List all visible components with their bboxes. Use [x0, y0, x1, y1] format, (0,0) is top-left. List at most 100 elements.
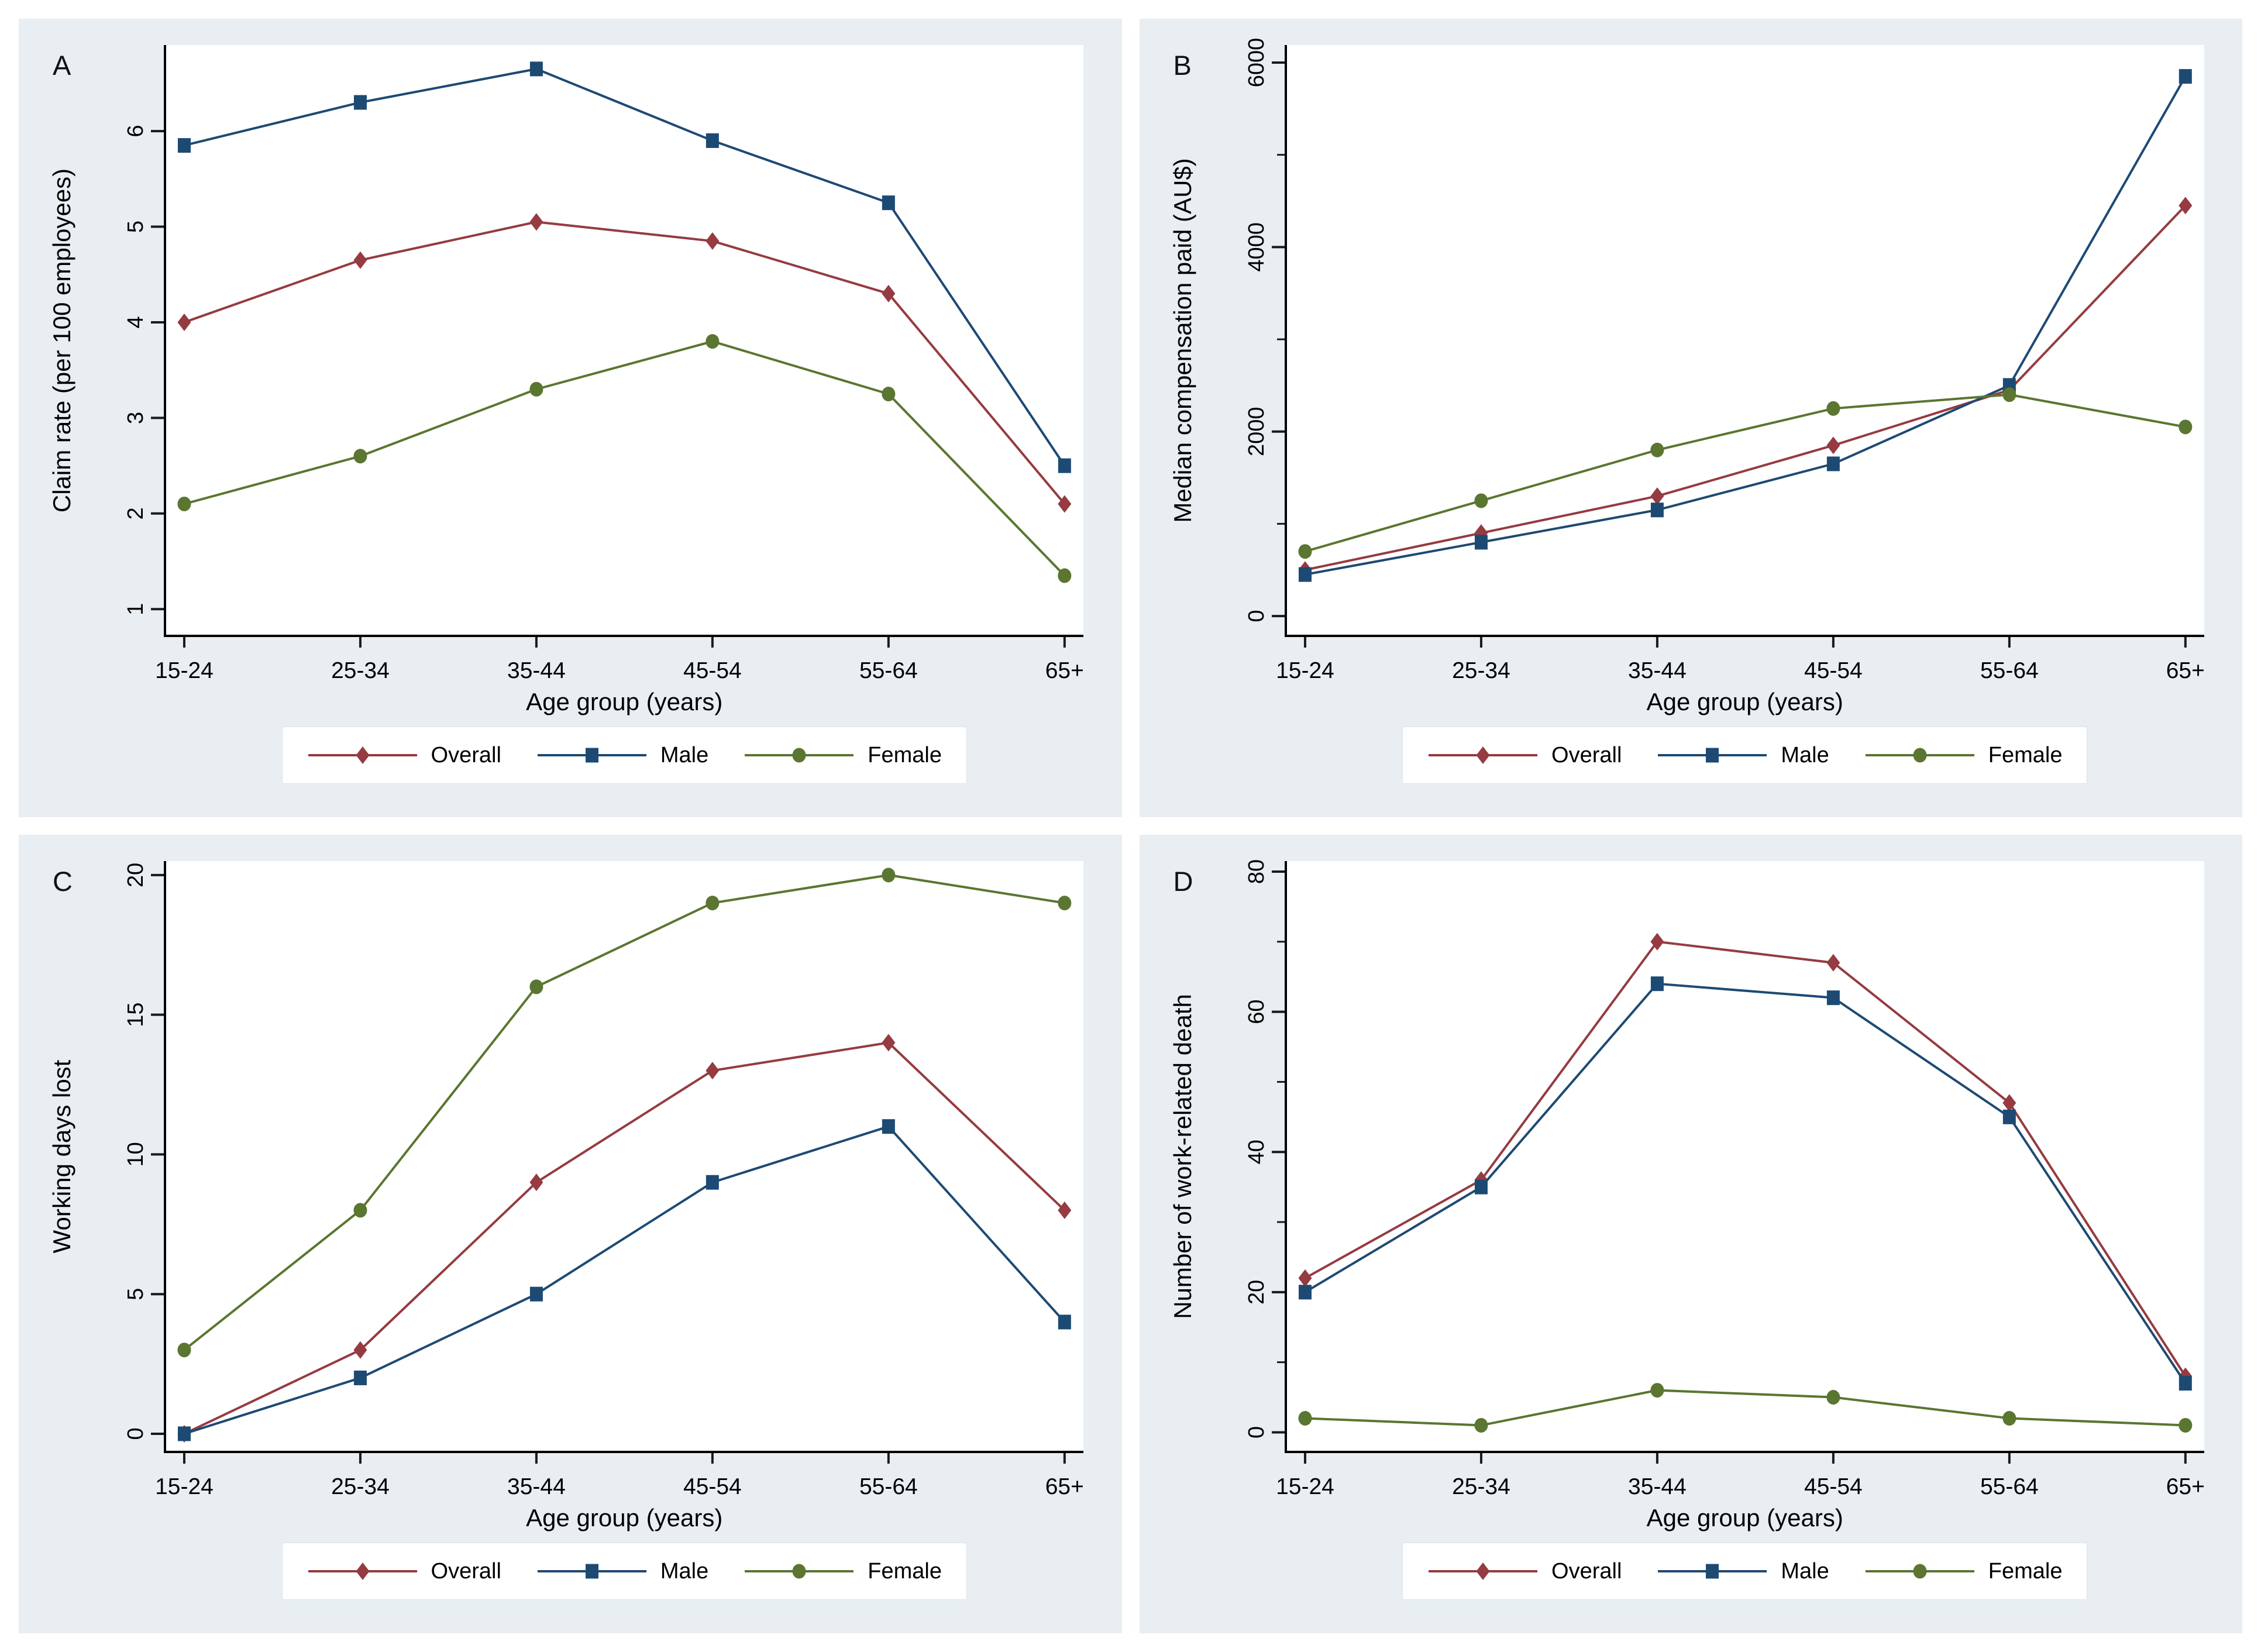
- legend-item-male: Male: [1657, 739, 1829, 772]
- legend-label-male: Male: [660, 742, 709, 768]
- overall-diamond-marker-icon: [1429, 1562, 1538, 1580]
- legend-box: Overall Male Female: [1402, 727, 2088, 784]
- male-square-marker-icon: [1658, 748, 1767, 763]
- panel-b: B Median compensation paid (AU$) 0 2000 40…: [1139, 19, 2243, 817]
- x-tick-label: 15-24: [155, 658, 214, 683]
- data-point-marker-circle: [2002, 387, 2016, 402]
- data-point-marker-square: [529, 1286, 543, 1302]
- y-tick-label: 15: [123, 1003, 148, 1027]
- legend-label-overall: Overall: [431, 742, 501, 768]
- y-tick-label: 60: [1244, 999, 1269, 1024]
- plot-background: [1285, 45, 2204, 636]
- data-point-marker-circle: [1474, 1417, 1488, 1433]
- data-point-marker-circle: [1058, 896, 1072, 911]
- data-point-marker-circle: [353, 449, 367, 464]
- data-point-marker-diamond: [1650, 932, 1664, 951]
- legend-box: Overall Male Female: [281, 1543, 967, 1600]
- x-axis-title: Age group (years): [1646, 1504, 1843, 1531]
- series-line-female: [1304, 393, 2186, 553]
- data-point-marker-square: [353, 95, 367, 110]
- data-point-marker-diamond: [1058, 1201, 1072, 1219]
- x-axis-title: Age group (years): [1646, 688, 1843, 715]
- data-point-marker-square: [706, 1175, 719, 1190]
- data-point-marker-square: [177, 138, 191, 153]
- plot-area: 0 5 10 15 20 15-24 25-34 35-44 45-54 55-64 65+: [123, 861, 1084, 1499]
- plot-background: [165, 45, 1083, 636]
- legend-item-female: Female: [1864, 1555, 2062, 1588]
- y-tick-label: 1: [123, 603, 148, 615]
- y-axis-title: Number of work-related death: [1169, 994, 1196, 1319]
- x-tick-label: 65+: [2166, 1474, 2204, 1499]
- data-point-marker-square: [882, 1119, 895, 1134]
- panel-d: D Number of work-related death 0 20 40 60 80…: [1139, 835, 2242, 1633]
- series-line-male: [1305, 75, 2187, 576]
- y-tick-label: 0: [1244, 610, 1269, 622]
- data-point-marker-square: [353, 1370, 367, 1385]
- series-line-overall: [184, 221, 1066, 505]
- y-axis-title: Working days lost: [48, 1059, 75, 1253]
- y-axis-title: Median compensation paid (AU$): [1169, 158, 1196, 522]
- data-point-marker-diamond: [356, 1562, 370, 1580]
- plot-area: 0 2000 4000 6000 15-24 25-34 35-44 45-54 55-64 65…: [1244, 38, 2205, 683]
- data-point-marker-square: [1474, 1179, 1488, 1195]
- data-point-marker-circle: [529, 979, 543, 994]
- female-circle-marker-icon: [1865, 1564, 1974, 1579]
- data-point-marker-circle: [177, 1343, 191, 1358]
- data-point-marker-diamond: [353, 251, 367, 269]
- data-point-marker-circle: [1650, 1383, 1664, 1398]
- data-point-marker-circle: [882, 868, 896, 883]
- series-line-male: [1304, 982, 2186, 1384]
- y-tick-label: 4000: [1244, 222, 1269, 272]
- legend-item-female: Female: [1864, 739, 2062, 772]
- legend-box: Overall Male Female: [1402, 1543, 2088, 1600]
- plot-area: 0 20 40 60 80 15-24 25-34 35-44 45-54 55-64 65+: [1244, 859, 2205, 1499]
- data-point-marker-diamond: [529, 1173, 543, 1192]
- legend: Overall Male Female: [1248, 727, 2243, 784]
- data-point-marker-diamond: [2002, 1094, 2016, 1112]
- x-tick-label: 35-44: [507, 1474, 566, 1499]
- panel-b-label: B: [1173, 50, 1192, 81]
- x-tick-label: 55-64: [859, 1474, 918, 1499]
- legend-label-overall: Overall: [431, 1558, 501, 1584]
- data-point-marker-diamond: [353, 1341, 367, 1359]
- data-point-marker-square: [2002, 1109, 2016, 1124]
- data-point-marker-circle: [177, 496, 191, 511]
- data-point-marker-circle: [882, 387, 896, 402]
- x-tick-label: 15-24: [155, 1474, 214, 1499]
- data-point-marker-diamond: [356, 746, 370, 764]
- data-point-marker-circle: [2178, 419, 2192, 435]
- x-tick-label: 55-64: [1980, 658, 2038, 683]
- x-tick-label: 25-34: [331, 658, 390, 683]
- x-tick-label: 65+: [2166, 658, 2204, 683]
- legend-label-female: Female: [868, 742, 942, 768]
- male-square-marker-icon: [537, 1564, 646, 1579]
- data-point-marker-square: [706, 133, 719, 148]
- series-line-overall: [184, 1041, 1066, 1435]
- x-tick-label: 65+: [1045, 1474, 1084, 1499]
- y-tick-label: 20: [1244, 1280, 1269, 1305]
- y-axis-title: Claim rate (per 100 employees): [48, 168, 75, 512]
- panel-d-chart: Number of work-related death 0 20 40 60 80 15…: [1169, 859, 2205, 1499]
- data-point-marker-circle: [1298, 1410, 1312, 1426]
- x-tick-label: 45-54: [683, 1474, 742, 1499]
- legend-item-overall: Overall: [307, 1555, 501, 1588]
- x-axis-title: Age group (years): [526, 1504, 723, 1531]
- data-point-marker-diamond: [882, 1034, 896, 1052]
- legend-box: Overall Male Female: [281, 727, 967, 784]
- data-point-marker-square: [585, 1564, 598, 1579]
- legend-label-male: Male: [1781, 742, 1829, 768]
- data-point-marker-square: [2179, 69, 2192, 84]
- data-point-marker-square: [1650, 503, 1664, 518]
- data-point-marker-square: [177, 1426, 191, 1441]
- legend-label-overall: Overall: [1551, 1558, 1622, 1584]
- data-point-marker-square: [1058, 458, 1071, 473]
- series-line-male: [184, 67, 1066, 467]
- y-tick-label: 2000: [1244, 407, 1269, 456]
- y-tick-label: 40: [1244, 1140, 1269, 1164]
- y-tick-label: 10: [123, 1142, 148, 1166]
- data-point-marker-diamond: [1826, 954, 1840, 972]
- panel-c: C Working days lost 0 5 10 15 20 15-24 25-34 35…: [19, 835, 1122, 1633]
- data-point-marker-circle: [792, 748, 806, 763]
